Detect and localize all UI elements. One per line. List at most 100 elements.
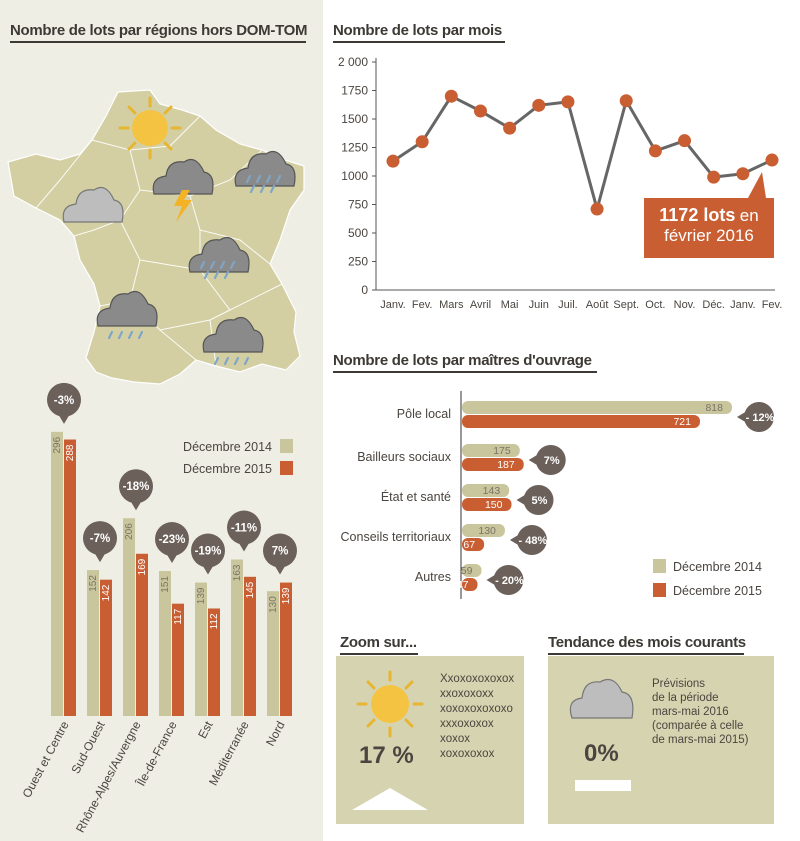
rain-cloud-icon <box>188 237 250 280</box>
bar-2014 <box>195 582 207 716</box>
legend-label-2014: Décembre 2014 <box>673 560 762 574</box>
bar-label-2015: 169 <box>137 558 148 575</box>
trend-text: Prévisions de la période mars-mai 2016 (com… <box>652 677 749 747</box>
change-badge-label: -23% <box>159 534 186 546</box>
data-point <box>444 89 458 103</box>
y-tick-label: 1000 <box>341 169 368 183</box>
bar-2014 <box>267 591 279 716</box>
category-label: État et santé <box>381 489 451 504</box>
bar-2014 <box>87 570 99 716</box>
data-point <box>561 95 575 109</box>
change-badge-label: 7% <box>544 455 560 467</box>
callout-suffix: en <box>739 206 759 225</box>
bar-2014 <box>51 431 63 716</box>
bar-2015 <box>172 603 184 716</box>
bar-label-2014: 143 <box>483 485 501 497</box>
change-badge <box>493 565 524 595</box>
sun-icon <box>356 670 424 738</box>
category-label: Nord <box>263 719 288 749</box>
zoom-text-line: xoxox <box>440 733 471 745</box>
trend-text-line: Prévisions <box>652 678 706 690</box>
data-point <box>619 94 633 108</box>
data-point <box>415 135 429 149</box>
data-point <box>386 154 400 168</box>
y-tick-label: 0 <box>361 283 368 297</box>
bar-label-2015: 187 <box>497 459 515 471</box>
trend-title-rule <box>548 653 744 655</box>
owners-title-rule <box>333 371 597 373</box>
trend-text-line: de mars-mai 2015) <box>652 734 749 746</box>
trend-text-line: mars-mai 2016 <box>652 706 729 718</box>
bar-label-2015: 112 <box>209 613 220 629</box>
bar-label-2015: 142 <box>101 584 112 601</box>
category-label: Conseils territoriaux <box>341 530 452 544</box>
zoom-text-line: xxxoxoxox <box>440 718 494 730</box>
zoom-title-rule <box>340 653 418 655</box>
change-badge <box>523 485 554 515</box>
owners-bar-chart: Pôle local 818 721 - 12% Bailleurs sociaux 17… <box>341 391 775 599</box>
zoom-text-line: xoxoxoxoxoxo <box>440 703 513 715</box>
bar-label-2015: 67 <box>463 539 475 551</box>
x-tick-label: Sept. <box>613 299 639 311</box>
zoom-text: Xxoxoxoxoxox xxoxoxoxx xoxoxoxoxoxo xxxoxox… <box>440 672 514 762</box>
bar-2015 <box>100 579 112 716</box>
data-point <box>532 98 546 112</box>
rain-cloud-icon <box>96 291 158 340</box>
x-tick-label: Juin <box>529 299 549 311</box>
data-point <box>590 202 604 216</box>
bar-label-2014: 175 <box>493 445 511 457</box>
bar-2015 <box>136 553 148 716</box>
data-point <box>503 121 517 135</box>
legend-label-2015: Décembre 2015 <box>673 584 762 598</box>
change-badge-label: - 48% <box>519 535 548 547</box>
change-badge-label: -19% <box>195 546 222 558</box>
bar-label-2014: 59 <box>461 565 473 577</box>
monthly-line-chart: 0 250 500 750 1000 1250 1500 1750 2 000 Janv. Fev.… <box>338 55 782 311</box>
legend-label-2015: Décembre 2015 <box>183 462 272 476</box>
x-tick-label: Août <box>586 299 609 311</box>
category-label: Rhône-Alpes/Auvergne <box>73 719 144 835</box>
x-tick-label: Janv. <box>730 299 755 311</box>
regions-bar-chart: Décembre 2014 Décembre 2015 296 288 -3% Ouest… <box>20 382 297 835</box>
bar-2015 <box>280 582 292 716</box>
bar-2015 <box>462 415 700 428</box>
category-label: Autres <box>415 570 451 584</box>
bar-label-2015: 288 <box>65 444 76 461</box>
bar-label-2014: 139 <box>196 587 207 604</box>
flat-bar-icon <box>575 780 631 791</box>
bar-2014 <box>462 564 482 577</box>
change-badge <box>263 533 297 568</box>
zoom-text-line: Xxoxoxoxoxox <box>440 673 515 685</box>
zoom-text-line: xxoxoxoxx <box>440 688 494 700</box>
category-label: Bailleurs sociaux <box>357 450 452 464</box>
callout-period: février 2016 <box>664 226 754 245</box>
x-tick-label: Nov. <box>674 299 696 311</box>
change-badge <box>119 469 153 504</box>
bar-label-2014: 152 <box>88 575 99 592</box>
bar-2015 <box>462 578 478 591</box>
change-badge-label: - 20% <box>495 575 524 587</box>
bar-label-2014: 130 <box>478 525 496 537</box>
data-point <box>473 104 487 118</box>
rain-cloud-icon <box>202 317 264 366</box>
y-tick-label: 1250 <box>341 141 368 155</box>
change-badge-label: -11% <box>231 523 257 535</box>
data-point <box>678 134 692 148</box>
bar-2014 <box>462 484 510 497</box>
series-line <box>392 94 773 211</box>
trend-text-line: (comparée à celle <box>652 720 744 732</box>
bar-2015 <box>462 458 524 471</box>
legend-label-2014: Décembre 2014 <box>183 440 272 454</box>
change-badge <box>227 510 261 545</box>
bar-2014 <box>462 524 505 537</box>
france-map <box>7 89 305 385</box>
change-badge-label: -3% <box>54 395 74 407</box>
bar-label-2014: 163 <box>232 564 243 581</box>
legend-swatch-2015 <box>280 461 293 475</box>
storm-cloud-icon <box>152 159 214 222</box>
callout-pointer <box>748 172 766 198</box>
trend-percent: 0% <box>584 740 619 767</box>
bar-label-2014: 818 <box>705 402 723 414</box>
change-badge-label: 5% <box>532 495 548 507</box>
map-title-rule <box>10 41 306 43</box>
